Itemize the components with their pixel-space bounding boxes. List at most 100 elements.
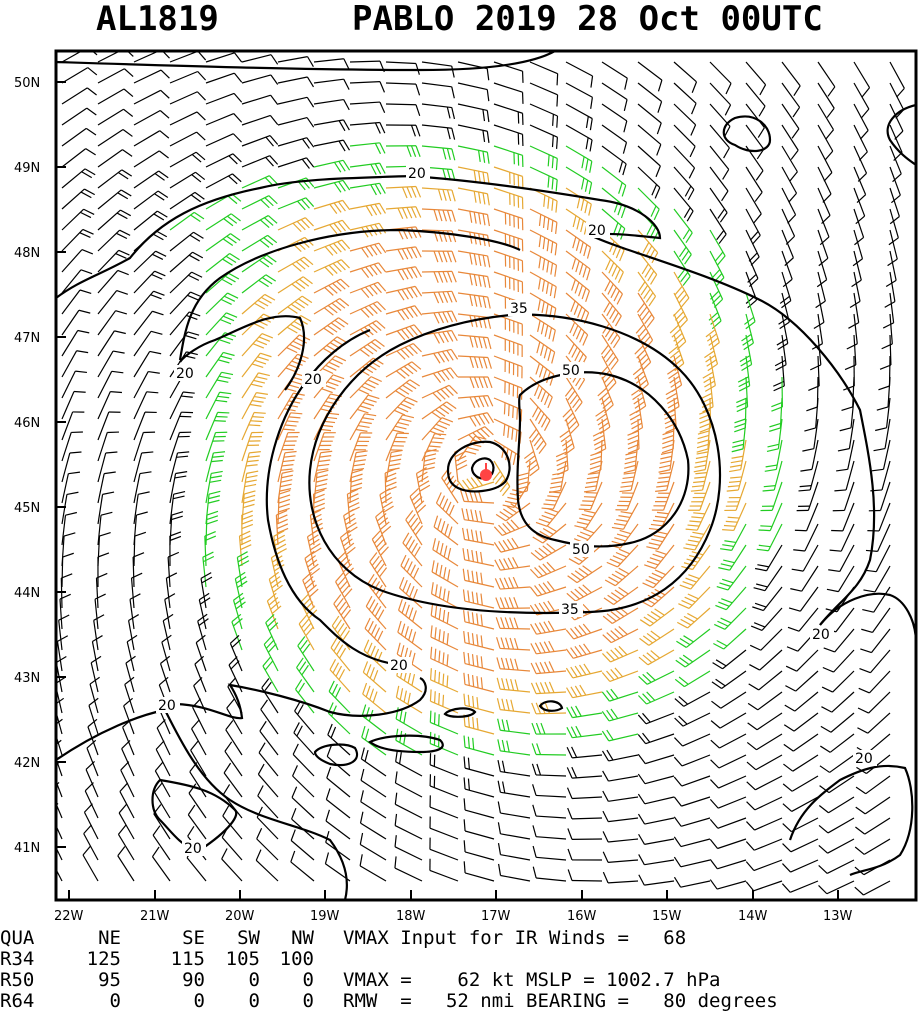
wind-barb-feather: [610, 287, 617, 299]
wind-barb-feather: [216, 379, 229, 383]
wind-barb-feather: [78, 309, 91, 314]
wind-barb-feather: [307, 529, 318, 538]
wind-barb-shaft: [421, 103, 452, 109]
wind-barb-feather: [260, 199, 270, 209]
wind-barb-shaft: [236, 557, 243, 588]
wind-barb-feather: [394, 856, 397, 869]
wind-barb-feather: [84, 188, 95, 196]
lat-label: 47N: [14, 331, 40, 346]
wind-barb-shaft: [457, 395, 488, 399]
contour-20-east: [819, 592, 916, 641]
wind-barb-shaft: [169, 231, 194, 252]
wind-barb-feather: [639, 306, 648, 317]
wind-barb-shaft: [853, 187, 866, 217]
wind-barb-feather: [588, 204, 592, 216]
wind-barb-shaft: [464, 830, 495, 840]
wind-barb-feather: [535, 363, 541, 375]
wind-barb-feather: [540, 722, 546, 735]
wind-barb-feather: [469, 273, 473, 286]
wind-barb-feather: [543, 621, 551, 633]
wind-barb-feather: [434, 584, 438, 597]
wind-barb-feather: [334, 687, 342, 699]
wind-barb-feather: [241, 519, 254, 525]
wind-barb-feather: [185, 334, 197, 340]
wind-barb-feather: [433, 712, 436, 725]
wind-barb-feather: [440, 388, 450, 398]
wind-barb-feather: [118, 803, 128, 814]
wind-barb-feather: [632, 392, 643, 401]
wind-barb-feather: [629, 409, 641, 416]
wind-barb-feather: [405, 582, 412, 595]
wind-barb-shaft: [384, 472, 387, 504]
wind-barb-feather: [154, 270, 166, 277]
wind-barb-feather: [643, 616, 654, 624]
wind-barb-feather: [206, 519, 218, 525]
wind-barb-shaft: [385, 246, 416, 252]
wind-barb-shaft: [802, 544, 819, 572]
wind-barb-feather: [379, 567, 388, 578]
table-row-label: R50: [0, 969, 34, 991]
wind-barb-feather: [561, 438, 573, 447]
wind-barb-feather: [863, 589, 876, 593]
wind-barb-shaft: [223, 772, 243, 798]
wind-barb-feather: [769, 422, 781, 428]
wind-barb-shaft: [268, 579, 279, 609]
wind-barb-feather: [258, 336, 271, 342]
wind-barb-feather: [57, 635, 69, 642]
wind-barb-feather: [538, 602, 547, 614]
wind-barb-feather: [663, 409, 676, 416]
wind-barb-feather: [472, 737, 475, 750]
wind-barb-feather: [451, 330, 458, 342]
wind-barb-feather: [433, 691, 436, 703]
wind-barb-feather: [637, 793, 646, 805]
wind-barb-feather: [219, 391, 232, 395]
wind-barb-feather: [550, 220, 554, 232]
wind-barb-feather: [721, 598, 733, 604]
wind-barb-feather: [480, 614, 483, 627]
wind-barb-shaft: [313, 239, 343, 252]
wind-barb-feather: [551, 476, 564, 480]
wind-barb-feather: [658, 469, 671, 473]
lon-label: 18W: [396, 909, 426, 924]
wind-barb-feather: [546, 239, 550, 252]
wind-barb-shaft: [189, 771, 207, 798]
wind-barb-shaft: [673, 292, 688, 321]
wind-barb-feather: [602, 634, 612, 644]
wind-barb-feather: [615, 551, 627, 558]
wind-barb-feather: [600, 396, 611, 405]
wind-barb-feather: [501, 678, 506, 690]
wind-barb-feather: [729, 464, 742, 468]
wind-barb-shaft: [457, 187, 488, 195]
wind-barb-feather: [237, 555, 249, 563]
wind-barb-shaft: [61, 87, 88, 105]
wind-barb-shaft: [169, 51, 199, 63]
wind-barb-feather: [303, 256, 314, 266]
wind-barb-feather: [183, 391, 195, 394]
wind-barb-feather: [538, 583, 547, 594]
wind-barb-shaft: [152, 834, 171, 861]
wind-barb-feather: [330, 322, 342, 331]
wind-barb-feather: [258, 372, 270, 377]
wind-barb-feather: [256, 392, 268, 395]
wind-barb-feather: [374, 243, 382, 255]
wind-barb-shaft: [781, 250, 793, 280]
wind-barb-feather: [499, 511, 510, 519]
wind-barb-shaft: [259, 730, 279, 756]
wind-barb-feather: [292, 222, 302, 233]
wind-barb-feather: [433, 515, 439, 528]
wind-barb-shaft: [709, 61, 732, 84]
wind-barb-shaft: [169, 70, 198, 84]
wind-barb-feather: [781, 883, 791, 893]
wind-barb-shaft: [255, 859, 279, 882]
wind-barb-shaft: [464, 788, 495, 798]
wind-barb-shaft: [718, 775, 747, 789]
wind-barb-feather: [326, 766, 332, 779]
wind-barb-feather: [593, 434, 605, 442]
wind-barb-shaft: [349, 81, 380, 84]
lon-label: 21W: [140, 909, 170, 924]
wind-barb-feather: [758, 105, 766, 117]
wind-barb-shaft: [889, 208, 899, 238]
wind-barb-feather: [283, 408, 296, 412]
wind-barb-feather: [876, 406, 889, 411]
wind-barb-shaft: [169, 211, 195, 231]
